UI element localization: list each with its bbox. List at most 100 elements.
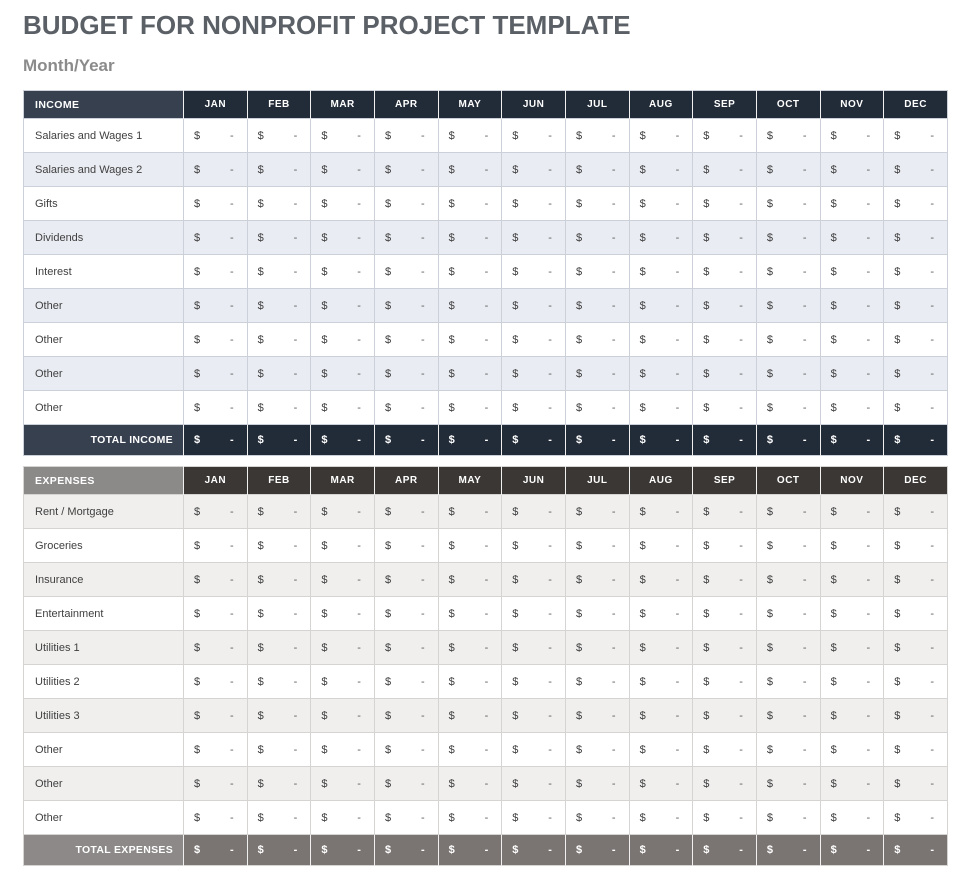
expenses-cell-r2-nov[interactable]: $ - — [819, 562, 885, 597]
expenses-cell-r5-may[interactable]: $ - — [437, 664, 503, 699]
income-cell-r3-nov[interactable]: $ - — [819, 220, 885, 255]
expenses-cell-r4-mar[interactable]: $ - — [310, 630, 375, 665]
income-cell-r5-dec[interactable]: $ - — [883, 288, 948, 323]
expenses-cell-r0-dec[interactable]: $ - — [883, 494, 948, 529]
income-cell-r4-nov[interactable]: $ - — [819, 254, 885, 289]
expenses-cell-r8-jun[interactable]: $ - — [501, 766, 566, 801]
expenses-row-label-2[interactable]: Insurance — [23, 562, 184, 597]
income-cell-r4-may[interactable]: $ - — [437, 254, 503, 289]
expenses-row-label-8[interactable]: Other — [23, 766, 184, 801]
expenses-cell-r9-nov[interactable]: $ - — [819, 800, 885, 835]
expenses-cell-r7-jul[interactable]: $ - — [564, 732, 630, 767]
income-cell-r8-nov[interactable]: $ - — [819, 390, 885, 425]
expenses-cell-r9-feb[interactable]: $ - — [246, 800, 312, 835]
income-month-header-feb[interactable]: FEB — [246, 90, 311, 119]
income-cell-r5-jan[interactable]: $ - — [183, 288, 248, 323]
expenses-month-header-mar[interactable]: MAR — [310, 466, 375, 495]
expenses-row-label-9[interactable]: Other — [23, 800, 184, 835]
income-cell-r7-feb[interactable]: $ - — [246, 356, 312, 391]
income-cell-r8-jan[interactable]: $ - — [183, 390, 248, 425]
expenses-month-header-jun[interactable]: JUN — [501, 466, 566, 495]
expenses-month-header-feb[interactable]: FEB — [246, 466, 311, 495]
income-row-label-2[interactable]: Gifts — [23, 186, 184, 221]
expenses-cell-r3-nov[interactable]: $ - — [819, 596, 885, 631]
income-cell-r0-dec[interactable]: $ - — [883, 118, 948, 153]
expenses-cell-r1-jun[interactable]: $ - — [501, 528, 566, 563]
expenses-month-header-jul[interactable]: JUL — [564, 466, 630, 495]
income-cell-r0-may[interactable]: $ - — [437, 118, 503, 153]
income-cell-r8-feb[interactable]: $ - — [246, 390, 312, 425]
income-cell-r0-apr[interactable]: $ - — [373, 118, 439, 153]
expenses-cell-r3-aug[interactable]: $ - — [628, 596, 694, 631]
income-cell-r7-jun[interactable]: $ - — [501, 356, 566, 391]
income-cell-r8-aug[interactable]: $ - — [628, 390, 694, 425]
income-cell-r3-dec[interactable]: $ - — [883, 220, 948, 255]
expenses-cell-r9-mar[interactable]: $ - — [310, 800, 375, 835]
income-row-label-8[interactable]: Other — [23, 390, 184, 425]
income-cell-r2-feb[interactable]: $ - — [246, 186, 312, 221]
income-cell-r1-nov[interactable]: $ - — [819, 152, 885, 187]
income-cell-r0-oct[interactable]: $ - — [755, 118, 821, 153]
expenses-cell-r6-sep[interactable]: $ - — [692, 698, 757, 733]
expenses-month-header-jan[interactable]: JAN — [183, 466, 248, 495]
expenses-cell-r4-nov[interactable]: $ - — [819, 630, 885, 665]
income-cell-r5-mar[interactable]: $ - — [310, 288, 375, 323]
income-cell-r8-sep[interactable]: $ - — [692, 390, 757, 425]
expenses-cell-r7-apr[interactable]: $ - — [373, 732, 439, 767]
expenses-cell-r4-aug[interactable]: $ - — [628, 630, 694, 665]
income-cell-r6-oct[interactable]: $ - — [755, 322, 821, 357]
income-cell-r4-aug[interactable]: $ - — [628, 254, 694, 289]
expenses-cell-r7-nov[interactable]: $ - — [819, 732, 885, 767]
expenses-cell-r9-jul[interactable]: $ - — [564, 800, 630, 835]
expenses-total-label[interactable]: TOTAL EXPENSES — [23, 834, 184, 866]
expenses-cell-r1-jan[interactable]: $ - — [183, 528, 248, 563]
expenses-cell-r0-may[interactable]: $ - — [437, 494, 503, 529]
income-section-header[interactable]: INCOME — [23, 90, 184, 119]
income-cell-r5-oct[interactable]: $ - — [755, 288, 821, 323]
income-cell-r1-sep[interactable]: $ - — [692, 152, 757, 187]
expenses-cell-r0-sep[interactable]: $ - — [692, 494, 757, 529]
expenses-cell-r7-oct[interactable]: $ - — [755, 732, 821, 767]
income-cell-r0-sep[interactable]: $ - — [692, 118, 757, 153]
expenses-cell-r0-apr[interactable]: $ - — [373, 494, 439, 529]
income-total-cell-may[interactable]: $ - — [437, 424, 502, 456]
income-row-label-4[interactable]: Interest — [23, 254, 184, 289]
income-cell-r4-dec[interactable]: $ - — [883, 254, 948, 289]
income-cell-r1-mar[interactable]: $ - — [310, 152, 375, 187]
expenses-cell-r2-jan[interactable]: $ - — [183, 562, 248, 597]
expenses-total-cell-jan[interactable]: $ - — [183, 834, 248, 866]
income-cell-r5-jul[interactable]: $ - — [564, 288, 630, 323]
expenses-cell-r2-aug[interactable]: $ - — [628, 562, 694, 597]
expenses-cell-r8-aug[interactable]: $ - — [628, 766, 694, 801]
expenses-cell-r7-aug[interactable]: $ - — [628, 732, 694, 767]
income-cell-r3-mar[interactable]: $ - — [310, 220, 375, 255]
income-cell-r2-jun[interactable]: $ - — [501, 186, 566, 221]
income-cell-r3-oct[interactable]: $ - — [755, 220, 821, 255]
expenses-total-cell-sep[interactable]: $ - — [692, 834, 757, 866]
income-cell-r5-nov[interactable]: $ - — [819, 288, 885, 323]
income-cell-r3-aug[interactable]: $ - — [628, 220, 694, 255]
income-cell-r7-aug[interactable]: $ - — [628, 356, 694, 391]
expenses-cell-r8-apr[interactable]: $ - — [373, 766, 439, 801]
income-cell-r1-apr[interactable]: $ - — [373, 152, 439, 187]
expenses-month-header-oct[interactable]: OCT — [755, 466, 821, 495]
income-total-cell-mar[interactable]: $ - — [310, 424, 375, 456]
expenses-cell-r4-dec[interactable]: $ - — [883, 630, 948, 665]
expenses-month-header-apr[interactable]: APR — [373, 466, 439, 495]
expenses-cell-r1-nov[interactable]: $ - — [819, 528, 885, 563]
income-cell-r2-nov[interactable]: $ - — [819, 186, 885, 221]
expenses-cell-r0-oct[interactable]: $ - — [755, 494, 821, 529]
income-cell-r1-jul[interactable]: $ - — [564, 152, 630, 187]
expenses-cell-r5-jan[interactable]: $ - — [183, 664, 248, 699]
expenses-section-header[interactable]: EXPENSES — [23, 466, 184, 495]
expenses-cell-r8-feb[interactable]: $ - — [246, 766, 312, 801]
income-cell-r8-may[interactable]: $ - — [437, 390, 503, 425]
income-total-cell-jun[interactable]: $ - — [501, 424, 566, 456]
expenses-row-label-6[interactable]: Utilities 3 — [23, 698, 184, 733]
income-cell-r2-mar[interactable]: $ - — [310, 186, 375, 221]
expenses-cell-r5-feb[interactable]: $ - — [246, 664, 312, 699]
expenses-cell-r8-dec[interactable]: $ - — [883, 766, 948, 801]
income-cell-r6-sep[interactable]: $ - — [692, 322, 757, 357]
income-month-header-jun[interactable]: JUN — [501, 90, 566, 119]
expenses-cell-r1-oct[interactable]: $ - — [755, 528, 821, 563]
